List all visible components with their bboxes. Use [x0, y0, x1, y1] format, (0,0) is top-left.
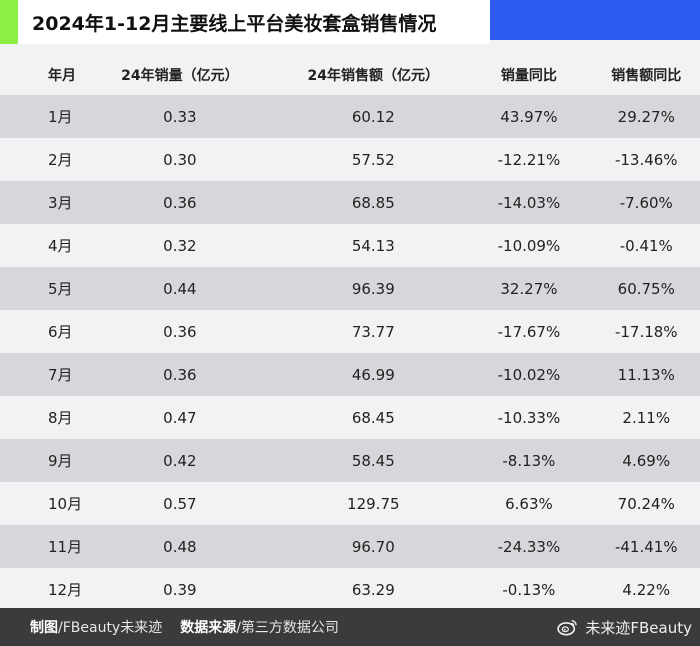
cell-month: 1月: [48, 108, 73, 126]
cell-sales: 96.70: [351, 537, 395, 556]
cell-sales: 68.85: [351, 193, 395, 212]
table-row: 3月 0.36 68.85 -14.03% -7.60%: [0, 181, 700, 224]
cell-month: 4月: [48, 237, 73, 255]
table-row: 4月 0.32 54.13 -10.09% -0.41%: [0, 224, 700, 267]
cell-sales: 54.13: [351, 236, 395, 255]
cell-volume: 0.36: [163, 193, 197, 212]
cell-month: 2月: [48, 151, 73, 169]
cell-volume: 0.44: [163, 279, 197, 298]
table-row: 6月 0.36 73.77 -17.67% -17.18%: [0, 310, 700, 353]
cell-volume-yoy: -10.02%: [497, 365, 561, 384]
cell-month: 9月: [48, 452, 73, 470]
blue-accent-bar: [490, 0, 700, 40]
cell-sales: 129.75: [347, 494, 400, 513]
cell-sales-yoy: 29.27%: [617, 107, 675, 126]
cell-volume: 0.39: [163, 580, 197, 599]
page-title: 2024年1-12月主要线上平台美妆套盒销售情况: [32, 12, 437, 35]
cell-month: 6月: [48, 323, 73, 341]
cell-sales-yoy: 11.13%: [617, 365, 675, 384]
cell-sales-yoy: 4.22%: [622, 580, 671, 599]
table-row: 8月 0.47 68.45 -10.33% 2.11%: [0, 396, 700, 439]
cell-sales: 96.39: [351, 279, 395, 298]
table-row: 9月 0.42 58.45 -8.13% 4.69%: [0, 439, 700, 482]
cell-sales-yoy: -17.18%: [614, 322, 678, 341]
cell-month: 7月: [48, 366, 73, 384]
cell-sales-yoy: 4.69%: [622, 451, 671, 470]
cell-volume-yoy: -17.67%: [497, 322, 561, 341]
title-bar: 2024年1-12月主要线上平台美妆套盒销售情况: [18, 0, 490, 44]
table-row: 7月 0.36 46.99 -10.02% 11.13%: [0, 353, 700, 396]
cell-sales-yoy: -0.41%: [619, 236, 673, 255]
header-sales: 24年销售额（亿元）: [307, 67, 440, 84]
cell-sales-yoy: 60.75%: [617, 279, 675, 298]
source-label: 数据来源: [180, 620, 237, 636]
cell-sales: 63.29: [351, 580, 395, 599]
watermark-text: 未来迹FBeauty: [585, 618, 692, 637]
cell-volume: 0.48: [163, 537, 197, 556]
footer-bar: 制图 /FBeauty未来迹 数据来源 /第三方数据公司 未来迹FBeauty: [0, 608, 700, 646]
cell-sales: 58.45: [351, 451, 395, 470]
source-value: /第三方数据公司: [236, 620, 339, 636]
cell-volume-yoy: -10.09%: [497, 236, 561, 255]
maker-label: 制图: [30, 620, 58, 636]
table-header-row: 年月 24年销量（亿元） 24年销售额（亿元） 销量同比 销售额同比: [0, 54, 700, 95]
table-row: 10月 0.57 129.75 6.63% 70.24%: [0, 482, 700, 525]
cell-volume-yoy: 6.63%: [505, 494, 553, 513]
table-row: 11月 0.48 96.70 -24.33% -41.41%: [0, 525, 700, 568]
green-accent-bar: [0, 0, 18, 44]
table-row: 5月 0.44 96.39 32.27% 60.75%: [0, 267, 700, 310]
cell-volume-yoy: -8.13%: [502, 451, 556, 470]
cell-month: 10月: [48, 495, 83, 513]
cell-month: 12月: [48, 581, 83, 599]
maker-value: /FBeauty未来迹: [58, 620, 163, 636]
cell-sales-yoy: -7.60%: [619, 193, 673, 212]
header-sales-yoy: 销售额同比: [611, 67, 682, 84]
cell-sales-yoy: 2.11%: [622, 408, 671, 427]
footer-credits: 制图 /FBeauty未来迹 数据来源 /第三方数据公司: [30, 617, 339, 637]
cell-sales: 60.12: [351, 107, 395, 126]
cell-sales: 46.99: [351, 365, 395, 384]
cell-month: 8月: [48, 409, 73, 427]
header-volume-yoy: 销量同比: [500, 67, 557, 84]
table-row: 12月 0.39 63.29 -0.13% 4.22%: [0, 568, 700, 611]
cell-sales-yoy: -13.46%: [614, 150, 678, 169]
cell-sales-yoy: -41.41%: [614, 537, 678, 556]
cell-volume: 0.36: [163, 365, 197, 384]
cell-volume-yoy: -24.33%: [497, 537, 561, 556]
cell-month: 5月: [48, 280, 73, 298]
watermark: 未来迹FBeauty: [557, 608, 692, 646]
cell-volume: 0.30: [163, 150, 197, 169]
cell-month: 3月: [48, 194, 73, 212]
cell-sales: 68.45: [351, 408, 395, 427]
cell-volume: 0.57: [163, 494, 197, 513]
cell-volume-yoy: 43.97%: [500, 107, 558, 126]
cell-sales-yoy: 70.24%: [617, 494, 675, 513]
header-volume: 24年销量（亿元）: [121, 67, 239, 84]
header-month: 年月: [48, 67, 76, 84]
sales-table: 年月 24年销量（亿元） 24年销售额（亿元） 销量同比 销售额同比 1月 0.3…: [0, 54, 700, 611]
cell-month: 11月: [48, 538, 83, 556]
cell-volume: 0.47: [163, 408, 197, 427]
cell-volume-yoy: -0.13%: [502, 580, 556, 599]
cell-sales: 57.52: [351, 150, 395, 169]
cell-sales: 73.77: [351, 322, 395, 341]
cell-volume-yoy: -12.21%: [497, 150, 561, 169]
cell-volume-yoy: 32.27%: [500, 279, 558, 298]
cell-volume: 0.42: [163, 451, 197, 470]
table-row: 1月 0.33 60.12 43.97% 29.27%: [0, 95, 700, 138]
weibo-icon: [557, 619, 578, 636]
cell-volume: 0.32: [163, 236, 197, 255]
table-row: 2月 0.30 57.52 -12.21% -13.46%: [0, 138, 700, 181]
cell-volume-yoy: -14.03%: [497, 193, 561, 212]
cell-volume: 0.33: [163, 107, 197, 126]
cell-volume: 0.36: [163, 322, 197, 341]
cell-volume-yoy: -10.33%: [497, 408, 561, 427]
